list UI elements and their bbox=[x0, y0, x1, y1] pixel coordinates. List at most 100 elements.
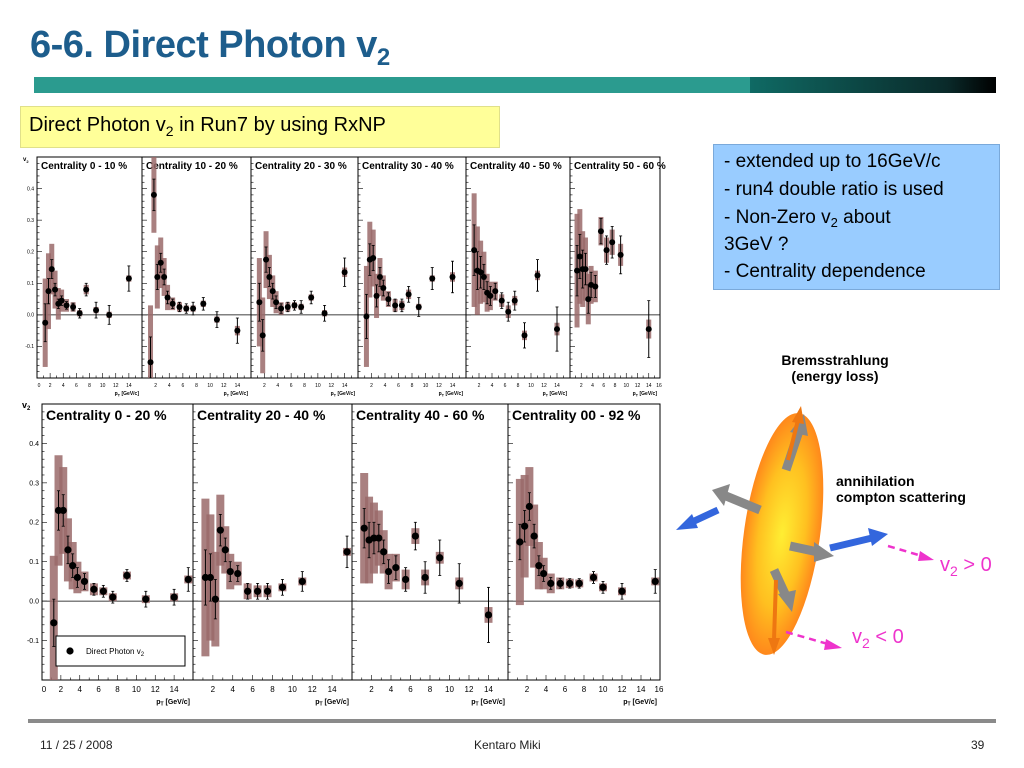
note-line-3: - Non-Zero v2 about bbox=[724, 207, 891, 230]
panel-title: Centrality 30 - 40 % bbox=[362, 161, 454, 172]
slide-title-subscript: 2 bbox=[376, 44, 390, 71]
x-tick-label: 6 bbox=[181, 383, 184, 389]
data-point bbox=[201, 573, 210, 582]
data-point bbox=[190, 305, 197, 312]
x-tick-label: 6 bbox=[397, 383, 400, 389]
v2-negative-label: v2 < 0 bbox=[852, 626, 904, 651]
data-point bbox=[147, 359, 154, 366]
x-tick-label: 6 bbox=[563, 685, 568, 694]
x-tick-label: 2 bbox=[525, 685, 530, 694]
x-axis-label-unit: [GeV/c] bbox=[444, 391, 463, 397]
legend-label-subscript: 2 bbox=[141, 652, 145, 658]
chart-panel: 2 4 6 8 10 12 14 pT [GeV/c] Centrality 40 - 60 % bbox=[351, 403, 509, 708]
chart-panel: 2 4 6 8 10 12 14 pT [GeV/c] Centrality 40 - 50 % bbox=[465, 156, 571, 398]
data-point bbox=[597, 228, 604, 235]
x-tick-label: 16 bbox=[655, 685, 664, 694]
x-axis-label-subscript: T bbox=[160, 702, 163, 708]
data-point bbox=[58, 297, 65, 304]
y-tick-label: 0.4 bbox=[27, 186, 34, 192]
bremsstrahlung-line-1: Bremsstrahlung bbox=[781, 352, 889, 368]
y-tick-label: 0.3 bbox=[27, 218, 34, 224]
data-point bbox=[455, 579, 463, 588]
x-axis-label-subscript: T bbox=[118, 393, 121, 398]
data-point bbox=[298, 303, 305, 310]
data-point bbox=[535, 562, 543, 570]
legend-marker bbox=[66, 647, 74, 655]
data-point bbox=[183, 305, 190, 312]
note-line-3a: - Non-Zero v bbox=[724, 207, 831, 228]
y-tick-label: 0.0 bbox=[27, 313, 34, 319]
plot-frame bbox=[36, 156, 143, 379]
data-point bbox=[343, 548, 351, 556]
chart-panel: 2 4 6 8 10 12 14 pT [GeV/c] Centrality 20 - 30 % bbox=[250, 156, 359, 398]
chart-panel: 0.4 0.3 0.2 0.1 0.0 -0.1 v2 0 2 4 6 8 10 12 14 pT [GeV/… bbox=[23, 156, 143, 398]
y-tick-label: 0.1 bbox=[29, 559, 39, 566]
data-point bbox=[582, 266, 589, 273]
x-tick-label: 12 bbox=[465, 685, 474, 694]
y-tick-label: 0.2 bbox=[27, 249, 34, 255]
subtitle-subscript: 2 bbox=[165, 123, 174, 139]
data-point bbox=[436, 554, 444, 562]
x-tick-label: 2 bbox=[49, 383, 52, 389]
x-axis-label: pT [GeV/c] bbox=[623, 699, 657, 708]
data-point bbox=[45, 288, 52, 295]
data-point bbox=[398, 302, 405, 309]
data-point bbox=[380, 548, 388, 556]
panel-title: Centrality 0 - 20 % bbox=[46, 407, 167, 423]
data-point bbox=[42, 319, 49, 326]
data-point bbox=[617, 251, 624, 258]
data-point bbox=[554, 326, 560, 333]
x-tick-label: 12 bbox=[308, 685, 317, 694]
x-axis-label: pT [GeV/c] bbox=[543, 391, 568, 398]
data-point bbox=[69, 562, 77, 570]
x-tick-label: 12 bbox=[328, 383, 334, 389]
x-tick-label: 8 bbox=[411, 383, 414, 389]
x-tick-label: 14 bbox=[170, 685, 179, 694]
bremsstrahlung-label: Bremsstrahlung (energy loss) bbox=[760, 352, 910, 384]
annihilation-line-2: compton scattering bbox=[836, 489, 966, 505]
data-point bbox=[380, 285, 387, 292]
data-point bbox=[93, 307, 100, 314]
y-axis-label: v2 bbox=[23, 157, 29, 164]
data-point bbox=[263, 587, 272, 595]
data-point bbox=[266, 273, 273, 280]
data-point bbox=[164, 294, 171, 301]
x-axis-label-unit: [GeV/c] bbox=[229, 391, 248, 397]
x-tick-label: 14 bbox=[342, 383, 348, 389]
data-point bbox=[184, 575, 192, 584]
data-point bbox=[221, 546, 229, 554]
data-point bbox=[576, 253, 583, 260]
data-point bbox=[259, 332, 266, 339]
x-axis-label: pT [GeV/c] bbox=[331, 391, 356, 398]
data-point bbox=[216, 526, 224, 534]
x-tick-label: 14 bbox=[554, 383, 560, 389]
data-point bbox=[392, 564, 400, 572]
x-tick-label: 10 bbox=[445, 685, 454, 694]
x-tick-label: 4 bbox=[168, 383, 171, 389]
note-line-5: - Centrality dependence bbox=[724, 261, 926, 282]
x-tick-label: 10 bbox=[100, 383, 106, 389]
data-point bbox=[411, 532, 419, 540]
data-point bbox=[83, 286, 90, 293]
data-point bbox=[603, 247, 610, 254]
chart-panel: 2 4 6 8 10 12 14 pT [GeV/c] Centrality 10 - 20 % bbox=[141, 156, 252, 398]
data-point bbox=[492, 288, 499, 295]
x-axis-label-subscript: T bbox=[546, 393, 549, 398]
x-tick-label: 4 bbox=[544, 685, 549, 694]
x-tick-label: 8 bbox=[582, 685, 587, 694]
title-underline-bar bbox=[34, 77, 750, 93]
x-axis-label-subscript: T bbox=[334, 393, 337, 398]
data-point bbox=[480, 273, 487, 280]
x-tick-label: 2 bbox=[263, 383, 266, 389]
v2-positive-rest: > 0 bbox=[957, 554, 992, 576]
data-point bbox=[651, 577, 659, 586]
note-line-3-subscript: 2 bbox=[830, 215, 838, 230]
data-point bbox=[521, 522, 529, 530]
x-tick-label: 14 bbox=[484, 685, 493, 694]
data-point bbox=[64, 546, 72, 554]
subtitle-text: Direct Photon v2 in Run7 by using RxNP bbox=[29, 114, 386, 139]
y-tick-label: -0.1 bbox=[25, 344, 34, 350]
x-tick-label: 14 bbox=[235, 383, 241, 389]
data-point bbox=[125, 275, 132, 282]
